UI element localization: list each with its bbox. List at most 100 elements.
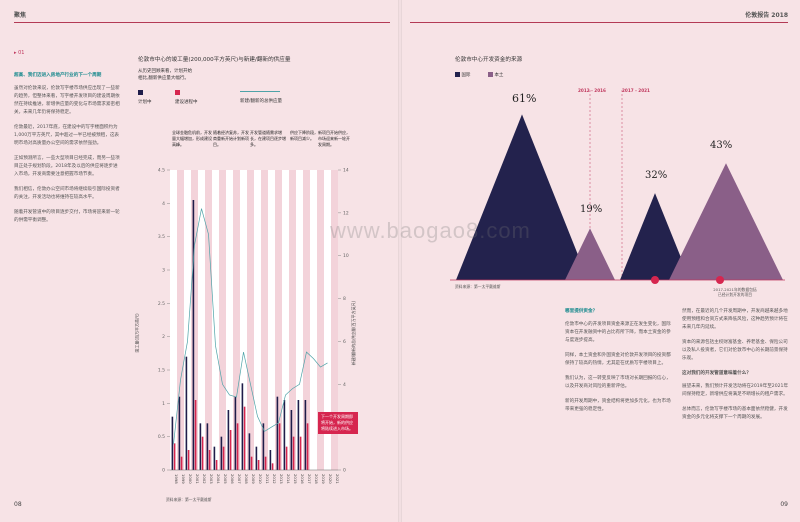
- x-tick-label: 2019: [321, 474, 326, 484]
- planned-bar: [206, 423, 209, 470]
- left-column-heading: 超高、我们迈进入房地产行业的下一个周期: [14, 73, 102, 78]
- construction-bar: [250, 456, 253, 470]
- legend-item-planned: 计划中: [138, 90, 152, 105]
- y-left-axis-title: 竣工量(百万平方英尺): [134, 313, 140, 353]
- x-tick-label: 2006: [230, 474, 235, 484]
- running-header-left: 聚焦: [14, 12, 27, 19]
- legend-label: 国际: [461, 73, 471, 78]
- planned-bar: [185, 356, 188, 470]
- planned-bar: [199, 423, 202, 470]
- right-text-column-1: 哪里提供资金？ 伦敦市中心的开发项目资金来源正在发生变化，国际资本在开发融资中的…: [565, 308, 673, 421]
- funding-value-label: 32%: [645, 170, 668, 181]
- x-tick-label: 2008: [244, 474, 249, 484]
- legend-label: 建设进程中: [175, 100, 198, 105]
- construction-bar: [292, 436, 295, 470]
- year-stripe: [205, 170, 212, 470]
- legend-swatch: [488, 72, 493, 77]
- book-gutter: [398, 0, 402, 522]
- year-stripe: [240, 170, 247, 470]
- construction-bar: [285, 446, 288, 470]
- chart-annotation: 开发管道随需求增长，在建项目逐步增多。: [250, 130, 286, 147]
- planned-bar: [248, 433, 251, 470]
- y-left-tick-label: 3: [162, 268, 165, 274]
- y-right-tick-label: 8: [343, 296, 346, 302]
- construction-bar: [222, 446, 225, 470]
- planned-bar: [262, 423, 265, 470]
- planned-bar: [269, 450, 272, 470]
- paragraph: 这对我们的开发管道意味着什么？: [682, 371, 751, 376]
- year-stripe: [331, 170, 338, 470]
- planned-bar: [227, 410, 230, 470]
- construction-bar: [257, 460, 260, 470]
- y-left-tick-label: 4: [162, 201, 165, 207]
- paragraph: 伦敦最近，2017年底，在建设中的写字楼面积约为1,000万平方英尺，其中超过一…: [14, 125, 120, 146]
- x-tick-label: 2007: [237, 474, 242, 484]
- y-left-tick-label: 1.5: [158, 368, 165, 374]
- funding-legend-domestic: 本土: [488, 72, 503, 78]
- planned-bar: [192, 200, 195, 470]
- x-tick-label: 2021: [335, 474, 340, 484]
- construction-bar: [180, 456, 183, 470]
- planned-bar: [234, 396, 237, 470]
- paragraph: 资本的来源包括主权财富基金、养老基金、保险公司以及私人投资者，它们对伦敦市中心的…: [682, 340, 788, 361]
- y-right-tick-label: 0: [343, 468, 346, 474]
- legend-swatch: [455, 72, 460, 77]
- paragraph: 总体而言，伦敦写字楼市场的基本面依然稳健，开发资金的多元化将支撑下一个周期的发展…: [682, 407, 788, 420]
- year-stripe: [226, 170, 233, 470]
- x-tick-label: 2009: [251, 474, 256, 484]
- x-tick-label: 2016: [300, 474, 305, 484]
- year-stripe: [177, 170, 184, 470]
- construction-bar: [208, 450, 211, 470]
- bar-chart: 00.511.522.533.544.502468101214199819992…: [158, 168, 349, 485]
- chart-annotation: 全球金融危机前，开发量大幅增加，形成建设高峰。: [172, 130, 212, 147]
- paragraph: 我们认为，这一转变反映了市场对长期回报的信心，以及开发商对风险的重新评估。: [565, 376, 671, 389]
- legend-label: 本土: [494, 73, 504, 78]
- y-right-tick-label: 12: [343, 210, 349, 216]
- planned-bar: [241, 383, 244, 470]
- paragraph: 伦敦市中心的开发项目资金来源正在发生变化，国际资本在开发融资中的占比有所下降，而…: [565, 322, 671, 343]
- paragraph: 正如预测所言，一些大型项目已经完成，而另一些项目正处于规划阶段。2018年及以后…: [14, 156, 120, 177]
- paragraph: 然而，在最近的几个开发周期中，开发商越来越多地使用预租和合资方式来降低风险，这种…: [682, 309, 788, 330]
- planned-bar: [276, 396, 279, 470]
- y-left-tick-label: 0: [162, 468, 165, 474]
- year-stripe: [261, 170, 268, 470]
- planned-bar: [178, 396, 181, 470]
- legend-line: [240, 91, 280, 92]
- year-stripe: [219, 170, 226, 470]
- y-left-tick-label: 2.5: [158, 301, 165, 307]
- year-stripe: [247, 170, 254, 470]
- funding-legend-international: 国际: [455, 72, 470, 78]
- construction-bar: [271, 463, 274, 470]
- y-left-tick-label: 2: [162, 334, 165, 340]
- domestic-triangle: [565, 228, 615, 280]
- year-stripe: [170, 170, 177, 470]
- x-tick-label: 2020: [328, 474, 333, 484]
- construction-bar: [229, 430, 232, 470]
- x-tick-label: 2005: [223, 474, 228, 484]
- x-tick-label: 2002: [202, 474, 207, 484]
- x-tick-label: 2000: [188, 474, 193, 484]
- legend-swatch: [175, 90, 180, 95]
- x-tick-label: 2012: [272, 474, 277, 484]
- bar-chart-title: 伦敦市中心的竣工量(200,000平方英尺)与新建/翻新的供应量: [138, 57, 291, 63]
- x-tick-label: 1999: [181, 474, 186, 484]
- header-rule-right: [410, 22, 788, 23]
- x-tick-label: 2015: [293, 474, 298, 484]
- paragraph: 展望未来，我们预计开发活动将在2019年至2021年间保持稳定，新增供应将满足不…: [682, 384, 789, 397]
- year-stripe: [310, 170, 317, 470]
- planned-bar: [290, 410, 293, 470]
- running-header-right: 伦敦报告 2018: [745, 12, 788, 19]
- y-right-tick-label: 14: [343, 168, 349, 174]
- x-tick-label: 2018: [314, 474, 319, 484]
- international-triangle: [456, 114, 588, 280]
- bar-chart-source: 资料来源：第一太平戴维斯: [166, 497, 212, 502]
- planned-bar: [213, 446, 216, 470]
- construction-bar: [194, 400, 197, 470]
- x-tick-label: 2017: [307, 474, 312, 484]
- international-triangle: [620, 193, 690, 280]
- year-stripe: [282, 170, 289, 470]
- x-tick-label: 2003: [209, 474, 214, 484]
- period-marker: [716, 276, 724, 284]
- header-rule-left: [14, 22, 390, 23]
- paragraph: 同样，本土资金和外国资金对伦敦开发项目的投资都保持了较高的热情，尤其是在优质写字…: [565, 353, 671, 366]
